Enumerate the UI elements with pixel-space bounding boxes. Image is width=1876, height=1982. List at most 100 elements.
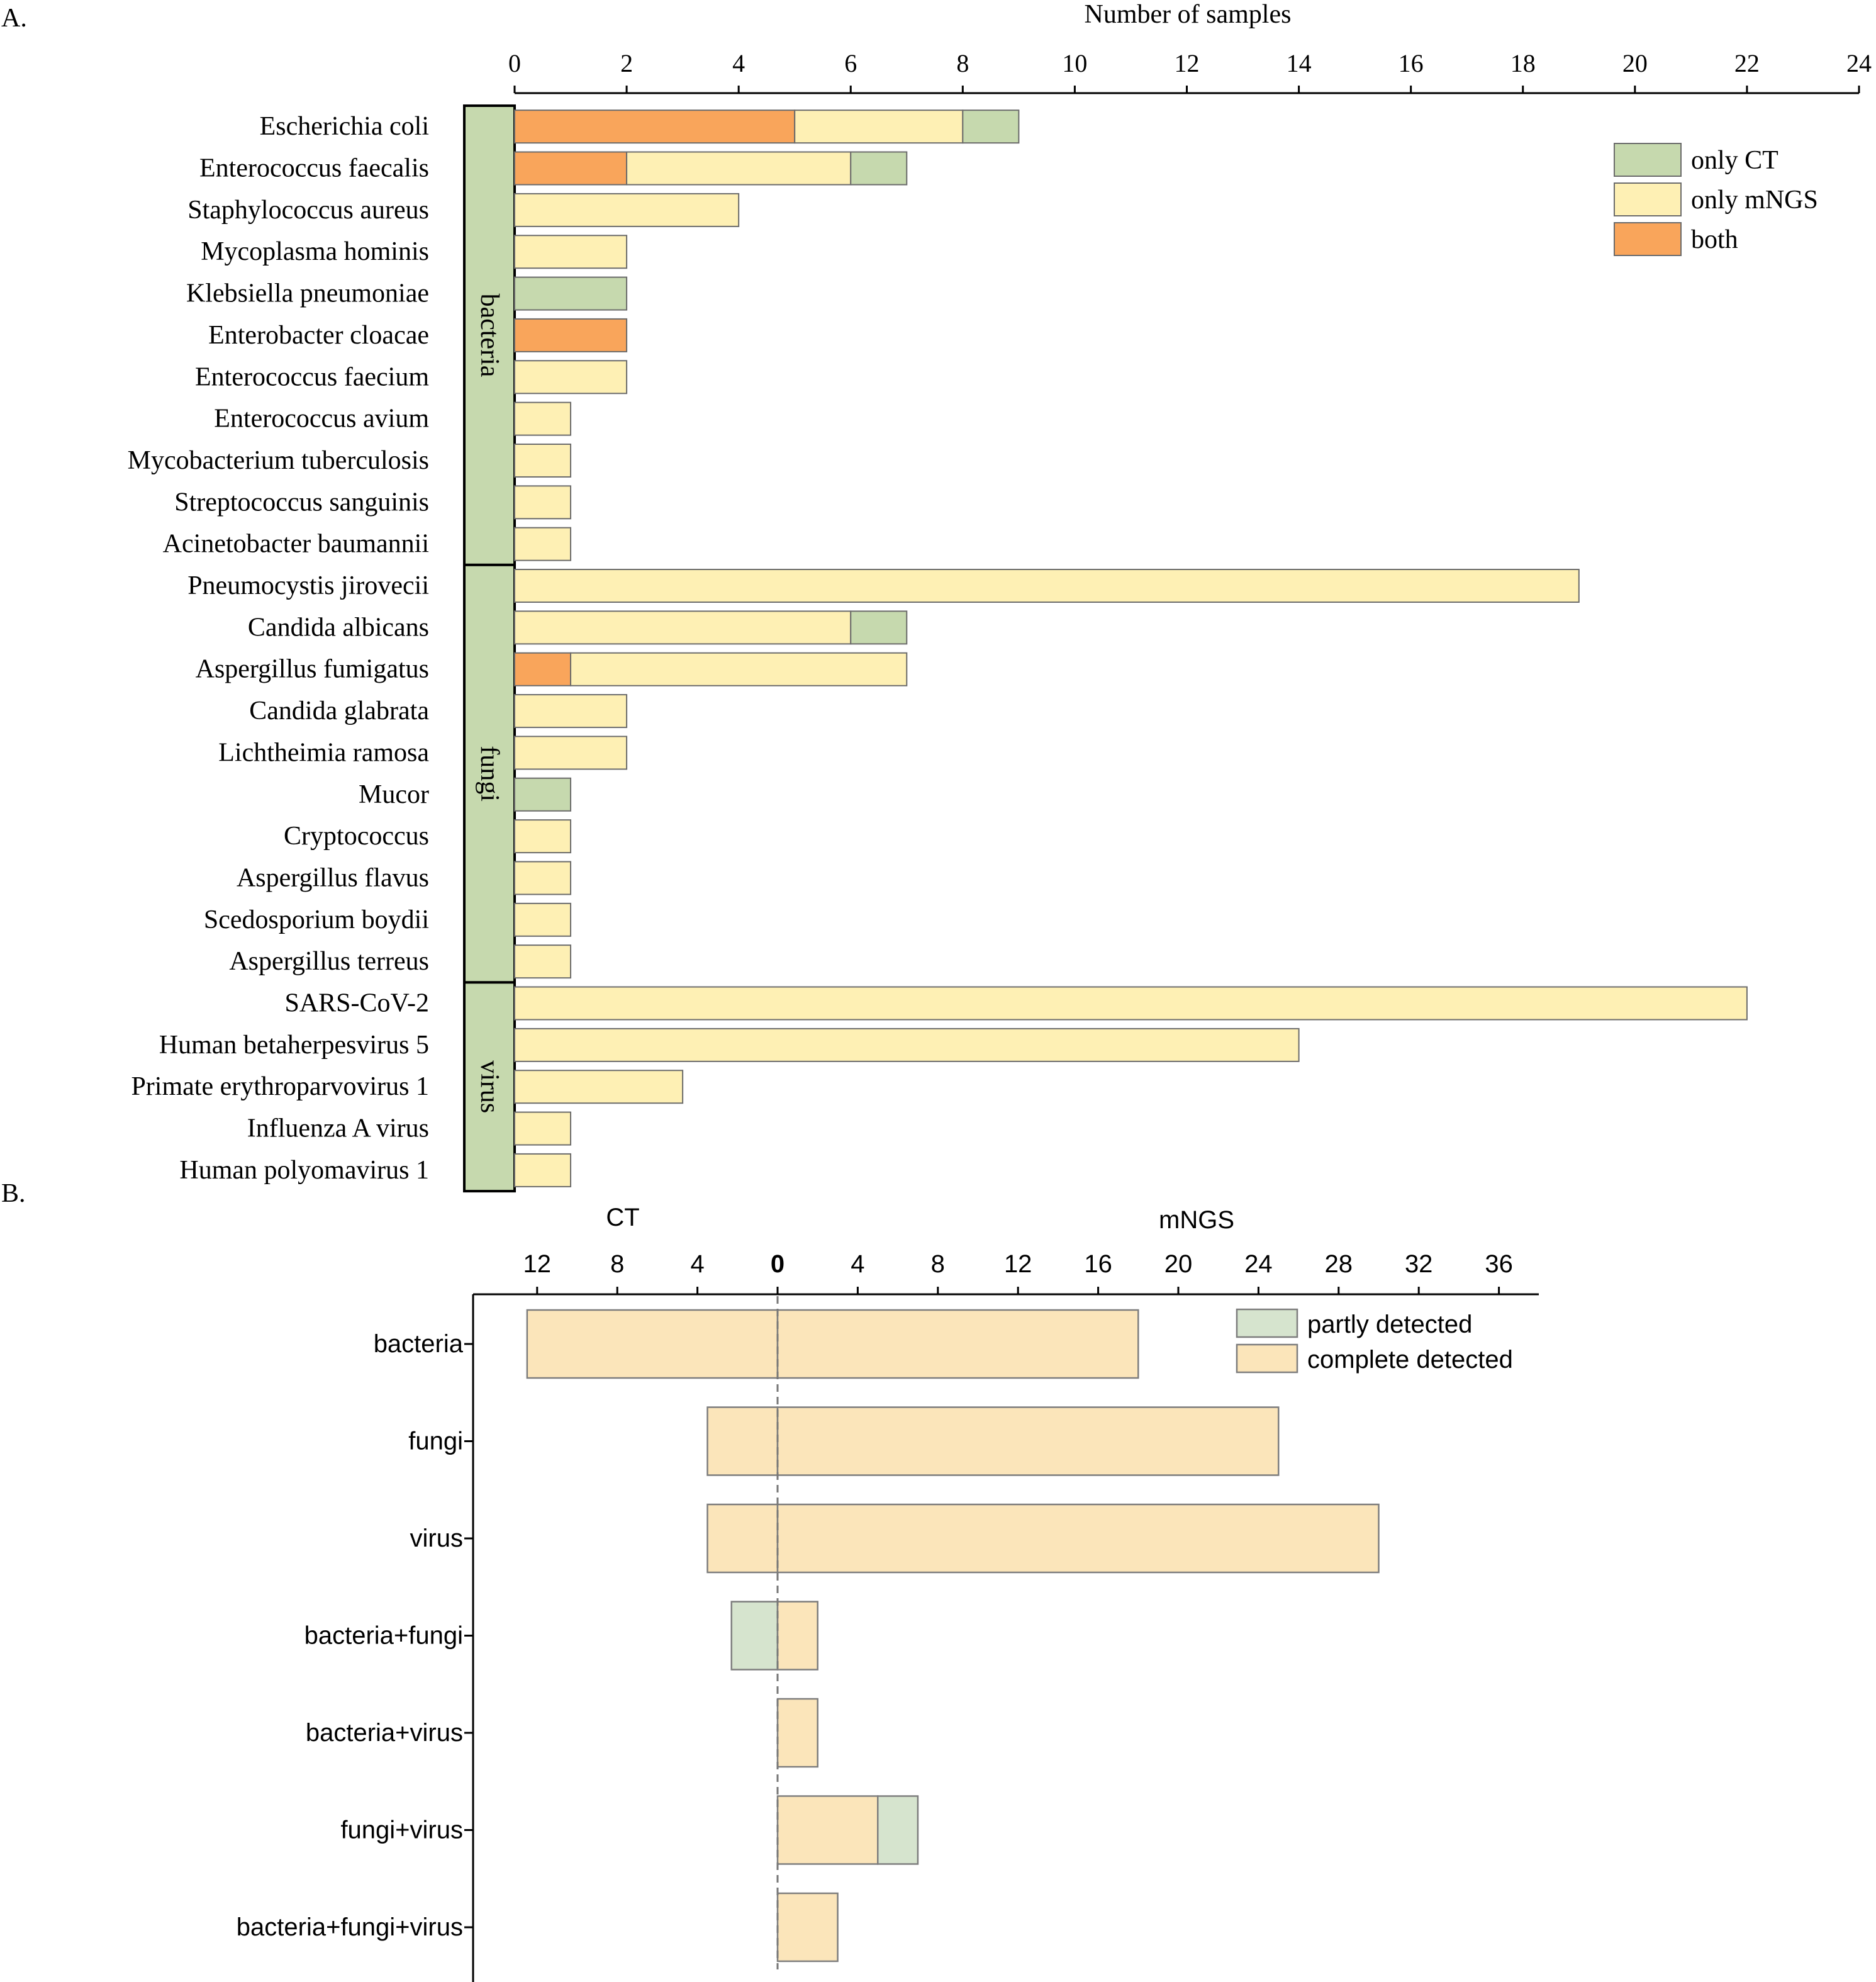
chart-a-category-label: Human polyomavirus 1 [179, 1156, 429, 1185]
chart-a-bar-only-mngs [514, 1027, 1300, 1062]
panel-label-b: B. [1, 1179, 26, 1208]
chart-a-category-label: Scedosporium boydii [204, 905, 429, 934]
chart-b-legend-swatch-complete-detected [1236, 1343, 1298, 1374]
chart-b-bar-mngs-complete [776, 1795, 879, 1865]
chart-b-bar-mngs-partly [877, 1795, 919, 1865]
chart-b-x-tick-label: 20 [1164, 1250, 1193, 1278]
chart-a-x-tick-label: 20 [1622, 49, 1648, 77]
chart-b-legend-label: partly detected [1307, 1311, 1472, 1338]
chart-a-x-tick-label: 4 [732, 49, 745, 77]
chart-a-bar-only-mngs [514, 986, 1748, 1021]
chart-a-category-label: Aspergillus fumigatus [196, 655, 429, 684]
chart-b-ct-label: CT [606, 1204, 639, 1231]
chart-a-category-label: Candida albicans [248, 613, 429, 642]
chart-a-bar-both [514, 318, 628, 352]
chart-a-bar-only-mngs [514, 1111, 572, 1146]
chart-b-bar-mngs-complete [776, 1503, 1380, 1574]
chart-a-category-label: Mucor [359, 780, 429, 809]
chart-a-category-label: Staphylococcus aureus [187, 196, 429, 225]
chart-b-x-tick-label: 24 [1244, 1250, 1273, 1278]
chart-a-category-label: Enterococcus avium [214, 405, 429, 434]
chart-a-x-tick-label: 22 [1734, 49, 1760, 77]
chart-a-x-tick-label: 6 [844, 49, 857, 77]
chart-b-x-tick-label: 16 [1084, 1250, 1112, 1278]
chart-a-bar-only-ct [514, 276, 628, 311]
chart-b-mngs-label: mNGS [1159, 1206, 1234, 1234]
chart-a-bar-only-mngs [514, 485, 572, 520]
chart-b-x-tick-label: 28 [1325, 1250, 1353, 1278]
chart-a-x-tick-label: 12 [1175, 49, 1200, 77]
chart-a-bar-only-mngs [514, 736, 628, 770]
chart-b-x-tick-label: 4 [851, 1250, 864, 1278]
chart-a-bar-both [514, 151, 628, 186]
chart-b-bar-ct-complete [706, 1406, 779, 1476]
chart-a-category-label: SARS-CoV-2 [284, 989, 429, 1018]
chart-a-bar-only-mngs [514, 443, 572, 478]
chart-a-category-label: Escherichia coli [260, 112, 429, 141]
chart-b-category-label: fungi [408, 1428, 463, 1455]
chart-b-x-tick-label: 12 [523, 1250, 552, 1278]
chart-a-x-tick-label: 8 [956, 49, 969, 77]
chart-b-x-tick-label: 4 [690, 1250, 704, 1278]
chart-a-bar-only-mngs [514, 819, 572, 854]
chart-b-category-label: bacteria+fungi+virus [237, 1913, 463, 1941]
chart-a-bar-both [514, 109, 796, 144]
chart-a-bar-only-mngs [514, 1070, 684, 1104]
chart-a-category-label: Pneumocystis jirovecii [187, 571, 429, 600]
chart-a-category-label: Streptococcus sanguinis [174, 488, 429, 517]
chart-a-category-label: Aspergillus flavus [237, 863, 429, 892]
chart-a-bar-only-mngs [514, 902, 572, 937]
chart-b-category-label: bacteria [374, 1330, 464, 1358]
chart-b-bar-mngs-complete [776, 1601, 818, 1671]
chart-a-bar-only-ct [514, 777, 572, 812]
chart-a-category-label: Cryptococcus [284, 822, 429, 851]
chart-a-category-label: Klebsiella pneumoniae [186, 279, 429, 308]
chart-a-group-label: bacteria [475, 293, 504, 377]
chart-b-category-label: bacteria+virus [306, 1719, 463, 1747]
chart-a-category-label: Enterococcus faecalis [199, 154, 429, 183]
chart-a-bar-only-mngs [514, 944, 572, 979]
chart-a-x-tick-label: 16 [1399, 49, 1424, 77]
chart-a-bar-both [514, 652, 572, 686]
chart-a-bar-only-mngs [570, 652, 908, 686]
chart-a-category-label: Candida glabrata [249, 697, 429, 725]
chart-a-bar-only-mngs [514, 569, 1580, 603]
chart-a-category-label: Influenza A virus [247, 1114, 429, 1143]
chart-a-category-label: Mycoplasma hominis [201, 237, 429, 266]
chart-a-x-tick-label: 0 [508, 49, 521, 77]
chart-a-x-tick-label: 24 [1846, 49, 1872, 77]
chart-b-legend-label: complete detected [1307, 1346, 1513, 1374]
chart-a-bar-only-mngs [794, 109, 964, 144]
chart-a-bar-only-mngs [514, 610, 852, 645]
panel-label-a: A. [1, 4, 27, 33]
chart-a-bar-only-mngs [514, 861, 572, 895]
chart-b-category-label: virus [410, 1525, 463, 1552]
chart-a-bar-only-mngs [514, 694, 628, 729]
chart-a-legend-swatch-both [1614, 222, 1682, 256]
chart-b-category-label: bacteria+fungi [304, 1622, 463, 1650]
chart-a-category-label: Mycobacterium tuberculosis [128, 446, 429, 475]
chart-a-category-label: Lichtheimia ramosa [218, 738, 429, 767]
chart-a-group-label: fungi [475, 746, 504, 802]
chart-a-x-tick-label: 18 [1510, 49, 1536, 77]
chart-a-x-tick-label: 2 [620, 49, 633, 77]
chart-b-x-tick-label: 0 [771, 1250, 784, 1278]
chart-a-legend-label: only mNGS [1691, 186, 1818, 215]
chart-a-bar-only-mngs [514, 527, 572, 561]
chart-b-bar-mngs-complete [776, 1892, 839, 1962]
chart-a-bar-only-ct [850, 610, 908, 645]
chart-b-diverging-bar-chart: CT mNGS 12 8 4 0 4 8 12 16 20 24 28 32 36 bacteria fungi… [237, 1204, 1539, 1982]
chart-a-bar-only-mngs [514, 401, 572, 436]
chart-a-bar-only-mngs [514, 235, 628, 269]
chart-b-x-tick-label: 32 [1405, 1250, 1433, 1278]
chart-a-bar-only-mngs [626, 151, 852, 186]
chart-b-x-tick-label: 12 [1004, 1250, 1032, 1278]
chart-a-legend-swatch-only-ct [1614, 143, 1682, 177]
chart-b-x-tick-label: 8 [931, 1250, 945, 1278]
chart-a-x-tick-label: 14 [1287, 49, 1312, 77]
chart-a-bar-only-mngs [514, 193, 740, 227]
chart-a-legend-label: only CT [1691, 146, 1778, 175]
chart-a-category-label: Aspergillus terreus [229, 947, 429, 976]
